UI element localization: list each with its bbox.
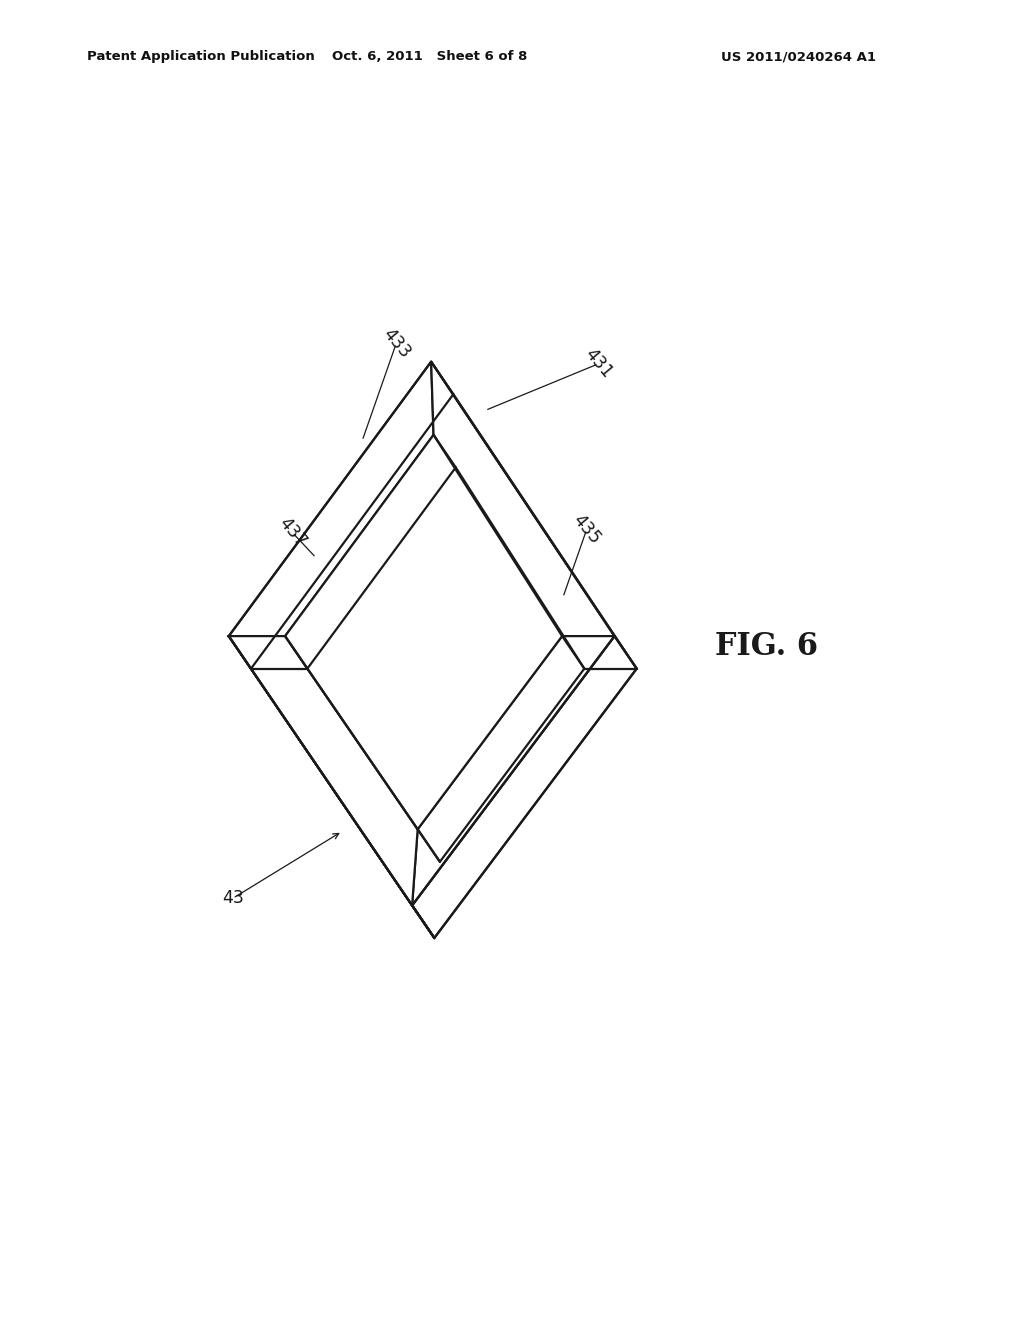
Text: US 2011/0240264 A1: US 2011/0240264 A1 — [721, 50, 877, 63]
Polygon shape — [228, 362, 433, 636]
Polygon shape — [418, 636, 585, 862]
Text: 43: 43 — [222, 890, 244, 907]
Text: Oct. 6, 2011   Sheet 6 of 8: Oct. 6, 2011 Sheet 6 of 8 — [333, 50, 527, 63]
Text: 437: 437 — [274, 513, 309, 550]
Text: 435: 435 — [569, 511, 604, 548]
Text: Patent Application Publication: Patent Application Publication — [87, 50, 314, 63]
Polygon shape — [228, 636, 418, 906]
Text: FIG. 6: FIG. 6 — [716, 631, 818, 661]
Polygon shape — [228, 636, 434, 939]
Polygon shape — [412, 636, 614, 906]
Polygon shape — [431, 362, 614, 636]
Text: 431: 431 — [582, 346, 616, 381]
Polygon shape — [412, 636, 637, 939]
Polygon shape — [285, 434, 562, 829]
Text: 433: 433 — [379, 325, 414, 362]
Polygon shape — [285, 636, 440, 862]
